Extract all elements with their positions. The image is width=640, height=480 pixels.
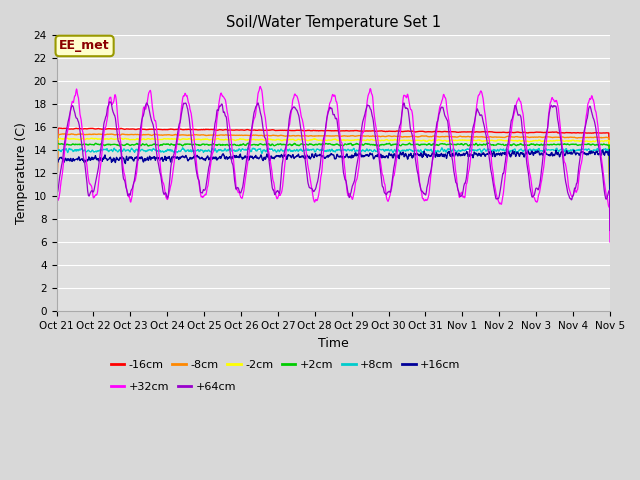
-16cm <box>492 130 500 135</box>
+32cm <box>52 232 60 238</box>
-8cm <box>60 131 68 137</box>
Line: -8cm: -8cm <box>56 134 610 223</box>
-2cm <box>492 138 500 144</box>
-8cm <box>163 132 170 138</box>
-16cm <box>420 129 428 134</box>
+64cm <box>106 99 114 105</box>
-2cm <box>541 138 548 144</box>
+2cm <box>541 142 548 147</box>
+16cm <box>52 208 60 214</box>
+64cm <box>176 120 184 126</box>
+16cm <box>605 146 613 152</box>
+64cm <box>420 190 428 195</box>
+32cm <box>257 84 264 89</box>
-8cm <box>492 134 500 140</box>
+32cm <box>237 195 245 201</box>
+16cm <box>176 155 184 161</box>
-2cm <box>163 136 170 142</box>
-16cm <box>163 127 170 132</box>
+32cm <box>606 239 614 245</box>
Line: -2cm: -2cm <box>56 138 610 226</box>
Line: -16cm: -16cm <box>56 128 610 220</box>
+16cm <box>540 149 548 155</box>
-2cm <box>63 135 70 141</box>
-8cm <box>606 200 614 206</box>
Line: +64cm: +64cm <box>56 102 610 232</box>
+64cm <box>492 195 500 201</box>
Line: +32cm: +32cm <box>56 86 610 242</box>
-8cm <box>176 132 184 138</box>
+8cm <box>163 148 170 154</box>
-8cm <box>52 220 60 226</box>
+32cm <box>541 156 548 161</box>
+16cm <box>163 157 170 163</box>
-8cm <box>238 132 246 138</box>
-8cm <box>420 133 428 139</box>
+32cm <box>163 195 170 201</box>
-16cm <box>52 217 60 223</box>
+8cm <box>606 188 614 194</box>
+8cm <box>541 148 548 154</box>
-16cm <box>56 125 63 131</box>
+64cm <box>606 228 614 233</box>
+8cm <box>492 148 500 154</box>
-16cm <box>541 130 548 135</box>
-8cm <box>541 134 548 140</box>
X-axis label: Time: Time <box>318 336 349 349</box>
+2cm <box>237 142 245 148</box>
+64cm <box>52 229 60 235</box>
-2cm <box>238 136 246 142</box>
+64cm <box>163 193 170 199</box>
+16cm <box>419 154 427 159</box>
+8cm <box>176 149 184 155</box>
+16cm <box>492 153 499 159</box>
-2cm <box>52 223 60 228</box>
-16cm <box>176 126 184 132</box>
Legend: +32cm, +64cm: +32cm, +64cm <box>106 377 241 396</box>
+32cm <box>420 196 428 202</box>
+2cm <box>52 207 60 213</box>
+16cm <box>237 155 245 160</box>
+8cm <box>179 145 186 151</box>
+2cm <box>176 141 184 147</box>
-2cm <box>606 195 614 201</box>
Line: +8cm: +8cm <box>56 148 610 230</box>
+32cm <box>492 189 500 194</box>
Line: +16cm: +16cm <box>56 149 610 211</box>
-16cm <box>238 127 246 133</box>
+8cm <box>52 228 60 233</box>
-2cm <box>176 137 184 143</box>
+2cm <box>163 141 170 147</box>
+2cm <box>606 208 614 214</box>
+2cm <box>419 142 427 147</box>
+8cm <box>420 149 428 155</box>
Line: +2cm: +2cm <box>56 143 610 211</box>
+16cm <box>606 200 614 206</box>
+64cm <box>238 187 246 192</box>
-2cm <box>420 137 428 143</box>
Y-axis label: Temperature (C): Temperature (C) <box>15 122 28 224</box>
+2cm <box>492 142 500 148</box>
+8cm <box>238 146 246 152</box>
Text: EE_met: EE_met <box>60 39 110 52</box>
Title: Soil/Water Temperature Set 1: Soil/Water Temperature Set 1 <box>226 15 441 30</box>
+2cm <box>484 140 492 146</box>
+64cm <box>541 139 548 144</box>
-16cm <box>606 197 614 203</box>
+32cm <box>176 124 184 130</box>
